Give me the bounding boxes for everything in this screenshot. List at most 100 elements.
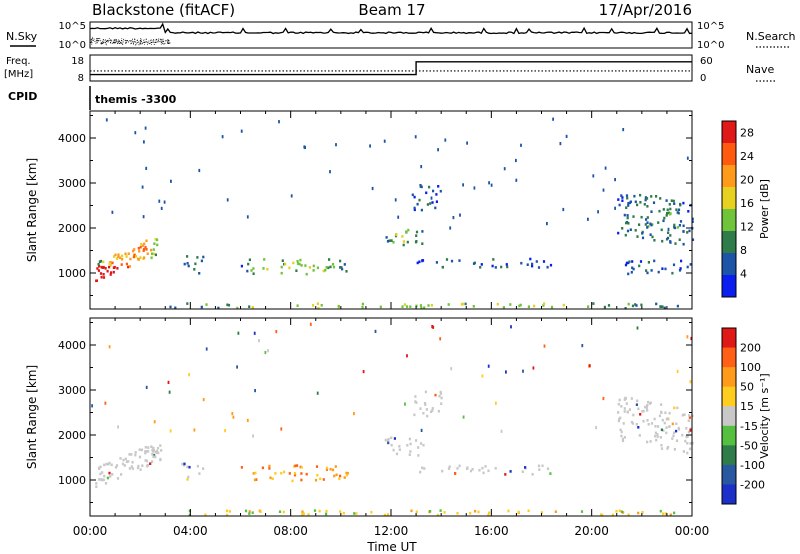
power-echo-cell <box>332 265 336 269</box>
power-echo-cell <box>405 230 408 233</box>
velocity-isolated-echo <box>246 418 249 422</box>
velocity-echo-cell <box>676 406 679 410</box>
power-echo-cell <box>633 194 636 198</box>
velocity-echo-cell <box>436 513 440 517</box>
velocity-echo-cell <box>666 447 669 450</box>
power-echo-cell <box>496 302 499 306</box>
velocity-echo-cell <box>655 438 658 442</box>
velocity-isolated-echo <box>237 331 240 335</box>
velocity-colorbar-frame <box>721 327 737 505</box>
velocity-echo-cell <box>618 417 621 421</box>
power-echo-cell <box>627 261 630 265</box>
velocity-isolated-echo <box>280 427 283 431</box>
power-echo-cell <box>674 226 677 230</box>
velocity-echo-cell <box>627 513 630 517</box>
power-echo-cell <box>316 266 319 270</box>
velocity-echo-cell <box>147 450 150 453</box>
power-echo-cell <box>649 233 652 236</box>
power-echo-cell <box>198 272 201 275</box>
power-echo-cell <box>246 269 249 273</box>
power-echo-cell <box>550 305 554 309</box>
velocity-echo-cell <box>387 441 390 445</box>
velocity-isolated-echo <box>686 335 689 339</box>
power-echo-cell <box>329 265 332 269</box>
power-echo-cell <box>280 271 283 275</box>
velocity-echo-cell <box>106 476 109 480</box>
velocity-echo-cell <box>642 419 645 423</box>
velocity-echo-cell <box>646 404 649 407</box>
freq-right-tick-top: 60 <box>700 56 713 67</box>
power-echo-cell <box>623 213 626 217</box>
velocity-colorbar-segment <box>722 484 736 505</box>
power-echo-cell <box>263 258 266 261</box>
power-echo-cell <box>102 260 105 264</box>
power-echo-cell <box>112 270 115 274</box>
velocity-echo-cell <box>384 438 387 442</box>
power-isolated-echo <box>394 198 397 202</box>
power-echo-cell <box>202 255 205 259</box>
velocity-isolated-echo <box>353 412 355 416</box>
power-echo-cell <box>677 211 680 215</box>
power-echo-cell <box>401 235 404 238</box>
power-echo-cell <box>640 303 643 307</box>
velocity-echo-cell <box>625 402 628 405</box>
power-echo-cell <box>678 224 681 227</box>
power-echo-cell <box>679 220 683 223</box>
power-echo-cell <box>415 240 418 243</box>
power-echo-cell <box>682 201 685 205</box>
velocity-echo-cell <box>111 473 114 476</box>
power-echo-cell <box>651 235 654 239</box>
velocity-echo-cell <box>186 465 189 469</box>
power-echo-cell <box>339 259 342 263</box>
velocity-echo-cell <box>98 478 101 481</box>
x-tick-label: 20:00 <box>574 524 609 538</box>
velocity-echo-cell <box>134 451 137 454</box>
power-echo-cell <box>320 304 323 307</box>
power-echo-cell <box>626 216 629 220</box>
power-echo-cell <box>631 266 634 270</box>
cpid-program: themis -3300 <box>95 93 177 106</box>
velocity-isolated-echo <box>404 402 406 406</box>
power-echo-cell <box>416 261 419 265</box>
velocity-echo-cell <box>147 446 150 449</box>
power-colorbar-segment <box>722 121 736 144</box>
power-echo-cell <box>645 197 649 200</box>
velocity-echo-cell <box>488 511 491 515</box>
power-echo-cell <box>251 306 254 309</box>
power-echo-cell <box>691 217 694 221</box>
power-echo-cell <box>316 302 319 305</box>
power-echo-cell <box>312 264 315 268</box>
velocity-echo-cell <box>293 473 297 477</box>
velocity-echo-cell <box>664 512 667 515</box>
velocity-echo-cell <box>355 512 358 515</box>
velocity-echo-cell <box>458 464 461 468</box>
velocity-echo-cell <box>410 509 413 513</box>
velocity-isolated-echo <box>588 364 591 368</box>
x-tick-label: 00:00 <box>73 524 108 538</box>
power-echo-cell <box>632 267 635 271</box>
power-echo-cell <box>640 215 643 219</box>
velocity-isolated-echo <box>117 425 119 429</box>
velocity-echo-cell <box>248 510 251 513</box>
power-echo-cell <box>248 305 251 308</box>
power-isolated-echo <box>369 144 371 148</box>
velocity-echo-cell <box>481 466 484 470</box>
power-echo-cell <box>435 261 438 264</box>
velocity-echo-cell <box>638 434 641 437</box>
power-isolated-echo <box>449 226 452 230</box>
velocity-echo-cell <box>509 470 512 473</box>
power-echo-cell <box>430 304 433 307</box>
power-echo-cell <box>421 242 424 245</box>
velocity-isolated-echo <box>581 344 584 348</box>
velocity-echo-cell <box>408 437 411 441</box>
velocity-echo-cell <box>456 467 459 470</box>
velocity-isolated-echo <box>522 369 524 373</box>
noise-left-tick-top: 10^5 <box>59 21 86 32</box>
velocity-echo-cell <box>524 466 527 469</box>
velocity-echo-cell <box>682 450 685 453</box>
power-echo-cell <box>266 267 269 271</box>
power-echo-cell <box>328 258 331 261</box>
velocity-echo-cell <box>666 417 669 420</box>
velocity-echo-cell <box>687 419 690 422</box>
